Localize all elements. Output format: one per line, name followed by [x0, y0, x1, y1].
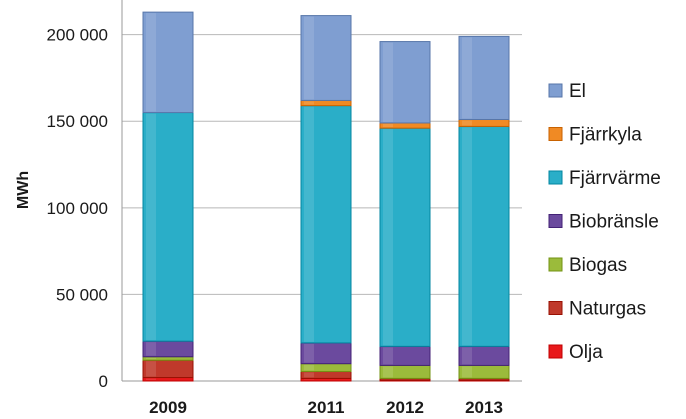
legend-item: Naturgas	[548, 299, 646, 320]
bar-segment-highlight	[304, 372, 314, 378]
x-tick-label: 2011	[308, 398, 345, 417]
bar-segment-highlight	[146, 357, 156, 360]
bar-segment-highlight	[304, 106, 314, 342]
bar-segment	[300, 99, 352, 107]
bar-segment-highlight	[146, 113, 156, 341]
legend-swatch	[548, 214, 563, 228]
bars	[142, 11, 510, 382]
bar-segment-highlight	[304, 379, 314, 380]
bar-segment-highlight	[146, 342, 156, 356]
legend-label: Olja	[569, 342, 603, 363]
bar-segment	[379, 122, 431, 129]
legend-label: Biobränsle	[569, 212, 659, 233]
bar-segment	[379, 345, 431, 366]
bar-segment-highlight	[383, 366, 393, 378]
bar-segment	[142, 356, 194, 361]
bar-segment-highlight	[146, 378, 156, 380]
legend-label: Fjärrvärme	[569, 168, 661, 189]
bar-segment-fill	[142, 112, 194, 342]
bar-segment	[458, 118, 510, 127]
legend-label: El	[569, 81, 586, 102]
bar-segment	[300, 15, 352, 101]
x-tick-label: 2013	[465, 398, 503, 417]
bar-segment-highlight	[383, 347, 393, 365]
bar-segment-fill	[379, 41, 431, 124]
legend-item: Biobränsle	[548, 212, 659, 233]
x-tick-label: 2009	[149, 398, 187, 417]
bar-segment	[458, 364, 510, 379]
legend-item: Fjärrvärme	[548, 168, 661, 189]
legend-item: El	[548, 81, 586, 102]
bar-segment-fill	[142, 11, 194, 114]
legend-swatch	[548, 257, 563, 272]
bar-segment	[142, 11, 194, 114]
bar-segment-highlight	[462, 120, 472, 126]
y-tick-label: 200 000	[47, 26, 108, 45]
bar-segment-highlight	[462, 37, 472, 119]
legend: El Fjärrkyla Fjärrvärme Biobränsle Biogas Nat…	[548, 81, 661, 363]
bar-segment-highlight	[146, 13, 156, 112]
legend-swatch	[548, 127, 563, 141]
bar-segment	[142, 377, 194, 382]
bar-segment	[300, 363, 352, 372]
y-axis-title: MWh	[15, 171, 32, 209]
bar-segment-fill	[458, 35, 510, 120]
bar-segment-highlight	[304, 16, 314, 100]
bar-segment	[142, 359, 194, 379]
bar-segment	[142, 112, 194, 342]
legend-item: Olja	[548, 342, 603, 363]
legend-label: Biogas	[569, 255, 627, 276]
y-tick-labels: 0 50 000 100 000 150 000 200 000	[47, 26, 108, 391]
bar-segment	[458, 35, 510, 120]
bar-segment-highlight	[462, 347, 472, 365]
bar-segment-highlight	[304, 343, 314, 363]
y-tick-label: 0	[99, 372, 108, 391]
bar-segment	[300, 370, 352, 379]
bar-segment-highlight	[383, 123, 393, 128]
legend-swatch	[548, 83, 563, 98]
bar-segment	[300, 342, 352, 365]
legend-swatch	[548, 301, 563, 315]
x-tick-label: 2012	[386, 398, 424, 417]
bar-segment-highlight	[383, 129, 393, 346]
legend-item: Biogas	[548, 255, 627, 276]
bar-segment-highlight	[304, 364, 314, 371]
bar-segment-fill	[379, 127, 431, 347]
bar-segment-highlight	[462, 366, 472, 378]
bar-segment-highlight	[304, 101, 314, 105]
bar-segment	[142, 340, 194, 358]
bar-segment	[379, 41, 431, 124]
y-tick-label: 100 000	[47, 199, 108, 218]
y-tick-label: 50 000	[56, 285, 108, 304]
bar-segment-highlight	[462, 127, 472, 346]
x-tick-labels: 2009 2011 2012 2013	[149, 398, 503, 417]
bar-segment	[379, 364, 431, 379]
legend-label: Naturgas	[569, 299, 646, 320]
legend-item: Fjärrkyla	[548, 125, 642, 146]
bar-segment-fill	[300, 105, 352, 344]
bar-segment-highlight	[146, 361, 156, 377]
bar-segment-fill	[300, 15, 352, 101]
bar-segment	[300, 105, 352, 344]
bar-segment	[458, 345, 510, 366]
bar-segment	[379, 127, 431, 347]
bar-segment-fill	[458, 125, 510, 347]
legend-label: Fjärrkyla	[569, 125, 642, 146]
legend-swatch	[548, 344, 563, 359]
legend-swatch	[548, 170, 563, 185]
y-tick-label: 150 000	[47, 112, 108, 131]
bar-segment-highlight	[383, 42, 393, 122]
bar-segment	[458, 125, 510, 347]
